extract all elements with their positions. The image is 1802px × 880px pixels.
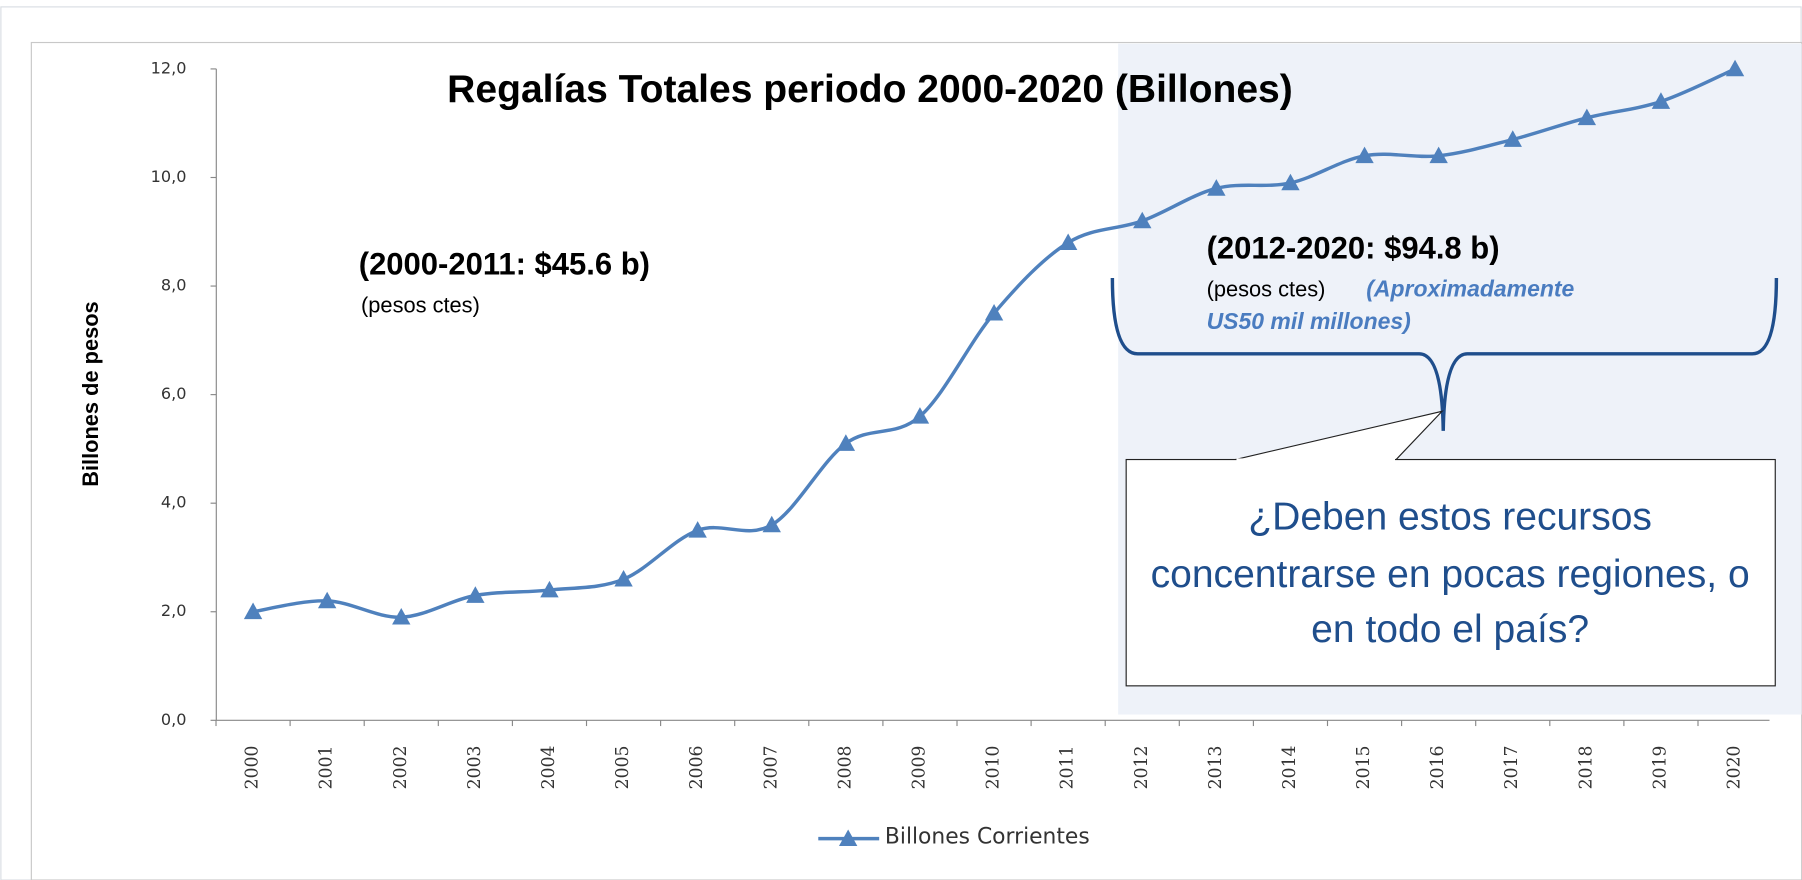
x-tick-label: 2001 xyxy=(317,746,337,790)
annotation: (Aproximadamente xyxy=(1366,276,1574,302)
y-tick-label: 8,0 xyxy=(161,276,187,295)
x-tick-label: 2016 xyxy=(1428,746,1448,790)
x-tick-label: 2002 xyxy=(391,746,411,790)
callout-text: ¿Deben estos recursos xyxy=(1248,496,1652,539)
x-tick-label: 2018 xyxy=(1576,746,1596,790)
data-point xyxy=(1503,130,1522,147)
data-point xyxy=(1651,92,1671,109)
x-tick-label: 2017 xyxy=(1502,746,1522,790)
x-tick-label: 2007 xyxy=(761,746,781,790)
data-point xyxy=(762,515,781,533)
x-tick-label: 2005 xyxy=(613,746,633,790)
data-point xyxy=(1429,146,1448,164)
chart-title: Regalías Totales periodo 2000-2020 (Bill… xyxy=(447,68,1293,111)
callout-text: en todo el país? xyxy=(1311,608,1589,651)
y-tick-label: 2,0 xyxy=(161,601,187,620)
brace xyxy=(1110,278,1779,431)
data-point xyxy=(910,407,930,424)
series-line xyxy=(252,67,1736,619)
y-tick-label: 10,0 xyxy=(151,167,187,186)
data-point xyxy=(1281,173,1300,191)
y-tick-label: 0,0 xyxy=(161,710,187,729)
y-tick-label: 12,0 xyxy=(151,58,187,77)
data-point xyxy=(836,434,856,451)
annotation: (2000-2011: $45.6 b) xyxy=(359,247,650,282)
annotation: (pesos ctes) xyxy=(361,293,480,318)
annotation: US50 mil millones) xyxy=(1207,308,1411,334)
data-point xyxy=(614,569,633,587)
data-point xyxy=(1058,233,1078,250)
x-tick-label: 2015 xyxy=(1354,746,1374,790)
x-tick-label: 2004 xyxy=(539,745,559,789)
x-tick-label: 2014 xyxy=(1280,745,1300,789)
x-tick-label: 2011 xyxy=(1058,746,1078,790)
x-tick-label: 2013 xyxy=(1206,746,1226,790)
y-tick-label: 4,0 xyxy=(161,493,187,512)
data-point xyxy=(1725,59,1745,77)
data-point xyxy=(1577,108,1597,126)
annotation: (2012-2020: $94.8 b) xyxy=(1207,231,1500,266)
x-tick-label: 2019 xyxy=(1650,746,1670,790)
data-point xyxy=(466,586,485,603)
data-point xyxy=(243,602,263,620)
callout-pointer xyxy=(1235,410,1444,461)
data-point xyxy=(540,580,559,598)
data-point xyxy=(1133,211,1152,229)
annotation: (pesos ctes) xyxy=(1207,276,1326,301)
data-point xyxy=(317,591,337,609)
x-tick-label: 2009 xyxy=(909,746,929,790)
data-point xyxy=(1207,179,1226,196)
y-axis-label: Billones de pesos xyxy=(78,301,103,486)
callout-text: concentrarse en pocas regiones, o xyxy=(1151,553,1750,596)
x-tick-label: 2020 xyxy=(1725,746,1745,790)
data-point xyxy=(392,607,411,625)
x-tick-label: 2010 xyxy=(984,746,1004,790)
data-point xyxy=(1355,146,1374,164)
x-tick-label: 2003 xyxy=(465,746,485,790)
data-point xyxy=(984,304,1004,321)
x-tick-label: 2008 xyxy=(835,746,855,790)
x-tick-label: 2012 xyxy=(1132,746,1152,790)
legend-marker xyxy=(838,829,858,846)
data-point xyxy=(688,521,707,538)
x-tick-label: 2000 xyxy=(243,746,263,790)
legend-label: Billones Corrientes xyxy=(885,824,1090,849)
x-tick-label: 2006 xyxy=(687,746,707,790)
y-tick-label: 6,0 xyxy=(161,384,187,403)
callout-box xyxy=(1125,458,1776,687)
